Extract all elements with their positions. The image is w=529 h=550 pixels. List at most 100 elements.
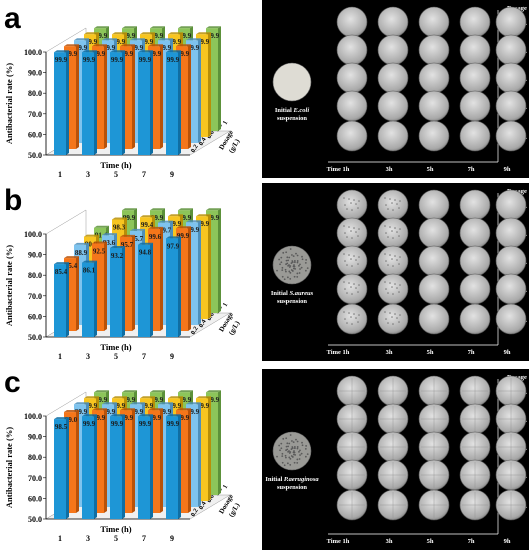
- initial-colony-dot: [296, 447, 299, 450]
- colony-dot: [391, 316, 393, 318]
- bar-top: [82, 50, 97, 53]
- petri-dish: [459, 90, 491, 122]
- data-label: 99.9: [151, 32, 164, 40]
- y-tick-label: 90.0: [28, 69, 42, 78]
- data-label: 98.5: [55, 423, 68, 431]
- initial-colony-dot: [304, 447, 307, 450]
- x-tick-label: 5: [114, 170, 118, 179]
- data-label: 99.9: [177, 50, 190, 58]
- organism-name: E.coli: [292, 107, 309, 114]
- data-label: 99.9: [149, 50, 162, 58]
- depth-tick-label: 0.4: [198, 500, 208, 511]
- bar-top: [94, 26, 109, 29]
- colony-dot: [353, 255, 355, 257]
- y-tick-label: 90.0: [28, 433, 42, 442]
- initial-colony-dot: [280, 256, 283, 259]
- petri-dish: [336, 120, 368, 152]
- initial-colony-dot: [281, 269, 284, 271]
- bar-side: [132, 234, 135, 331]
- colony-dot: [346, 236, 348, 238]
- bar-top: [74, 242, 89, 245]
- initial-colony-dot: [304, 455, 307, 458]
- initial-colony-dot: [293, 261, 296, 264]
- bar-top: [140, 32, 155, 35]
- colony-dot: [389, 254, 391, 256]
- data-label: 99.9: [207, 214, 220, 222]
- initial-colony-dot: [276, 455, 278, 458]
- bar-side: [178, 236, 181, 337]
- initial-colony-dot: [296, 272, 299, 275]
- bar-top: [102, 402, 117, 405]
- bar: [82, 262, 94, 337]
- data-label: 99.9: [139, 56, 152, 64]
- bar-top: [130, 38, 145, 41]
- bar-side: [160, 44, 163, 149]
- y-tick-label: 60.0: [28, 494, 42, 503]
- bar-top: [166, 414, 181, 417]
- petri-dish: [418, 303, 450, 335]
- bar-side: [66, 50, 69, 155]
- bar: [138, 416, 150, 519]
- chart-a: 50.0 60.0 70.0 80.0 90.0 100.0 Antibacterial r…: [4, 26, 242, 179]
- data-label: 99.9: [103, 44, 116, 52]
- colony-dot: [344, 288, 346, 290]
- colony-dot: [351, 323, 353, 325]
- petri-dish: [495, 62, 527, 94]
- petri-dish: [336, 245, 368, 277]
- bar-top: [64, 256, 79, 259]
- bar-top: [64, 44, 79, 47]
- bar: [166, 416, 178, 519]
- y-tick-label: 60.0: [28, 130, 42, 139]
- bar-top: [196, 32, 211, 35]
- bar-top: [94, 225, 109, 228]
- colony-dot: [399, 314, 401, 316]
- bar-top: [148, 408, 163, 411]
- depth-tick-label: 0.2: [190, 507, 200, 518]
- initial-colony-dot: [283, 278, 286, 281]
- colony-dot: [385, 260, 387, 262]
- petri-dish: [459, 34, 491, 66]
- colony-dot: [351, 265, 353, 267]
- initial-colony-dot: [291, 440, 293, 442]
- colony-dot: [396, 287, 398, 289]
- bar-side: [198, 38, 201, 143]
- y-tick-label: 100.0: [24, 48, 42, 57]
- colony-dot: [399, 200, 401, 202]
- petri-dish: [377, 217, 409, 249]
- initial-colony-dot: [299, 454, 301, 456]
- y-axis-label: Antibacterial rate (%): [4, 63, 14, 144]
- bar-top: [112, 32, 127, 35]
- time-col-label: 9h: [504, 349, 511, 356]
- petri-dish: [459, 273, 491, 305]
- bar-side: [160, 226, 163, 331]
- petri-dish: [418, 6, 450, 38]
- panel-letter-a: a: [4, 2, 21, 35]
- bar-top: [148, 44, 163, 47]
- x-tick-label: 5: [114, 352, 118, 361]
- colony-dot: [391, 258, 393, 260]
- initial-colony-dot: [281, 461, 284, 464]
- initial-word: Initial: [275, 107, 294, 114]
- initial-colony-dot: [306, 267, 309, 269]
- data-label: 99.6: [149, 233, 162, 241]
- petri-dish: [336, 62, 368, 94]
- data-label: 99.9: [103, 408, 116, 416]
- y-tick-label: 70.0: [28, 474, 42, 483]
- bar: [166, 52, 178, 155]
- petri-dish: [418, 120, 450, 152]
- initial-colony-dot: [286, 276, 289, 279]
- bar-top: [82, 414, 97, 417]
- initial-colony-dot: [286, 262, 289, 265]
- initial-colony-dot: [280, 261, 283, 264]
- colony-dot: [384, 253, 386, 255]
- colony-dot: [353, 199, 355, 201]
- x-tick-label: 9: [170, 352, 174, 361]
- photo-panel-a: Dosage0.2g/L0.4g/L0.6g/L0.8g/L1.0g/LTime…: [262, 0, 529, 178]
- bar-side: [160, 408, 163, 513]
- initial-colony-dot: [296, 462, 299, 464]
- y-tick-label: 70.0: [28, 110, 42, 119]
- initial-colony-dot: [296, 261, 299, 264]
- bar-side: [178, 50, 181, 155]
- x-tick-label: 1: [58, 352, 62, 361]
- data-label: 99.9: [207, 32, 220, 40]
